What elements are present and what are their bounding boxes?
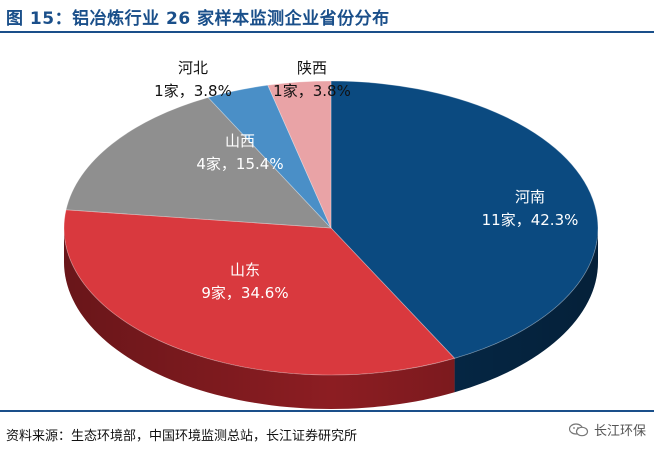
pie-slice-0 (330, 80, 599, 359)
pie-slice-1 (63, 209, 456, 376)
slice-value-label: 1家，3.8% (273, 82, 351, 100)
slice-name-label: 山东 (230, 261, 260, 279)
slice-value-label: 1家，3.8% (154, 82, 232, 100)
watermark-text: 长江环保 (593, 424, 646, 439)
chart-title: 图 15：铝冶炼行业 26 家样本监测企业省份分布 (6, 9, 390, 29)
title-divider (0, 31, 654, 33)
pie-side-shading (64, 228, 598, 409)
wechat-icon (568, 422, 589, 436)
pie-slice-3 (207, 84, 332, 229)
source-note: 资料来源：生态环境部，中国环境监测总站，长江证券研究所 (6, 429, 358, 444)
footer-divider (0, 410, 654, 412)
slice-name-label: 河北 (178, 59, 208, 77)
slice-name-label: 山西 (225, 132, 255, 150)
pie-slice-4 (267, 80, 332, 229)
slice-name-label: 河南 (515, 188, 545, 206)
watermark: 长江环保 (568, 420, 646, 439)
slice-value-label: 9家，34.6% (201, 284, 288, 302)
slice-value-label: 4家，15.4% (196, 155, 283, 173)
slice-name-label: 陕西 (297, 59, 327, 77)
slice-value-label: 11家，42.3% (482, 211, 579, 229)
pie-slice-2 (65, 97, 332, 229)
